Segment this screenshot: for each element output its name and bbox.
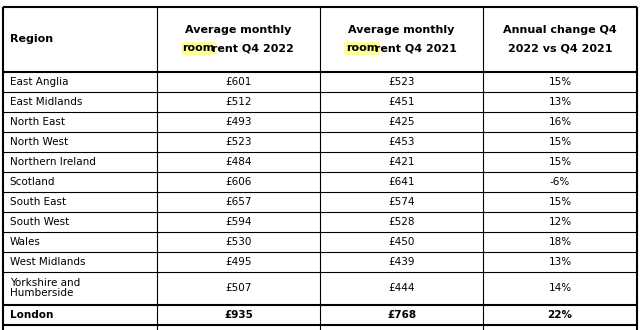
Text: £444: £444	[388, 283, 415, 293]
Text: 13%: 13%	[548, 257, 572, 267]
Text: £935: £935	[224, 310, 253, 319]
Text: -6%: -6%	[550, 177, 570, 186]
Text: North East: North East	[10, 116, 65, 127]
Text: £641: £641	[388, 177, 415, 186]
Text: 13%: 13%	[548, 97, 572, 107]
Text: £439: £439	[388, 257, 415, 267]
Text: £574: £574	[388, 197, 415, 207]
Text: Humberside: Humberside	[10, 288, 73, 298]
Text: £495: £495	[225, 257, 252, 267]
Text: Annual change Q4: Annual change Q4	[503, 25, 617, 35]
Text: 15%: 15%	[548, 137, 572, 147]
Text: 16%: 16%	[548, 116, 572, 127]
Text: 15%: 15%	[548, 157, 572, 167]
Text: £484: £484	[225, 157, 252, 167]
Text: South West: South West	[10, 216, 69, 227]
Text: £530: £530	[225, 237, 252, 247]
Text: Northern Ireland: Northern Ireland	[10, 157, 95, 167]
Text: Yorkshire and: Yorkshire and	[10, 278, 80, 288]
Text: South East: South East	[10, 197, 66, 207]
Text: £451: £451	[388, 97, 415, 107]
Text: 14%: 14%	[548, 283, 572, 293]
Text: 15%: 15%	[548, 197, 572, 207]
Text: Wales: Wales	[10, 237, 40, 247]
Text: £606: £606	[225, 177, 252, 186]
Text: room: room	[182, 43, 215, 53]
Text: Average monthly: Average monthly	[349, 25, 455, 35]
Text: £450: £450	[388, 237, 415, 247]
Text: £523: £523	[388, 77, 415, 86]
Text: 15%: 15%	[548, 77, 572, 86]
Text: London: London	[10, 310, 53, 319]
Text: £594: £594	[225, 216, 252, 227]
Text: East Anglia: East Anglia	[10, 77, 68, 86]
Text: £768: £768	[387, 310, 416, 319]
Text: 2022 vs Q4 2021: 2022 vs Q4 2021	[508, 43, 612, 53]
Text: rent Q4 2022: rent Q4 2022	[207, 43, 294, 53]
Text: £425: £425	[388, 116, 415, 127]
Text: 18%: 18%	[548, 237, 572, 247]
Text: £493: £493	[225, 116, 252, 127]
Text: £657: £657	[225, 197, 252, 207]
Text: North West: North West	[10, 137, 68, 147]
Text: rent Q4 2021: rent Q4 2021	[371, 43, 457, 53]
Text: 12%: 12%	[548, 216, 572, 227]
Text: £453: £453	[388, 137, 415, 147]
Text: £507: £507	[225, 283, 252, 293]
Text: room: room	[346, 43, 378, 53]
Text: £523: £523	[225, 137, 252, 147]
Text: £601: £601	[225, 77, 252, 86]
Text: Average monthly: Average monthly	[185, 25, 291, 35]
Text: £512: £512	[225, 97, 252, 107]
Text: Region: Region	[10, 34, 52, 44]
Text: £528: £528	[388, 216, 415, 227]
Text: Scotland: Scotland	[10, 177, 55, 186]
Text: East Midlands: East Midlands	[10, 97, 82, 107]
Text: West Midlands: West Midlands	[10, 257, 85, 267]
Text: £421: £421	[388, 157, 415, 167]
Text: 22%: 22%	[548, 310, 573, 319]
